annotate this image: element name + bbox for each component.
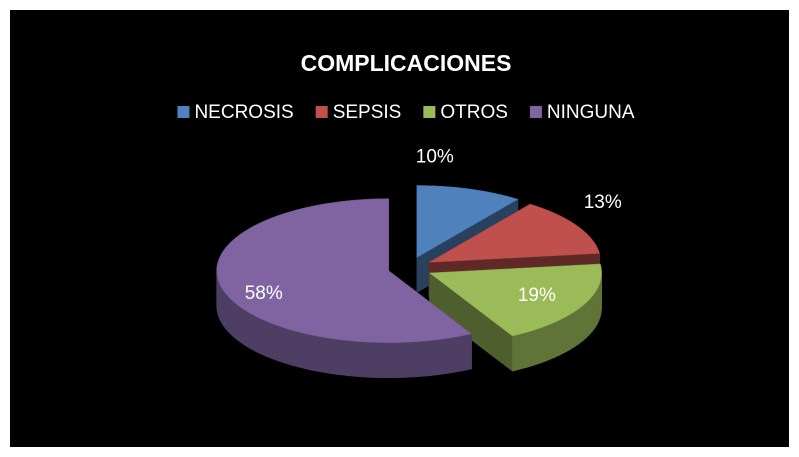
slice-side (330, 338, 339, 375)
slice-side (363, 341, 373, 378)
slice-side (397, 342, 407, 378)
slice-side (235, 303, 241, 343)
slice-side (594, 287, 598, 329)
slice-side (586, 298, 591, 339)
slice-side (239, 306, 245, 346)
slice-side (414, 340, 424, 378)
legend-label: SEPSIS (333, 102, 402, 123)
slice-side (447, 336, 457, 374)
legend-label: NECROSIS (194, 102, 293, 123)
slice-side (546, 322, 554, 362)
slice-side (284, 327, 293, 366)
pie-slice (216, 198, 473, 343)
slice-side (222, 289, 227, 330)
data-label: 10% (416, 147, 454, 168)
slice-side (582, 301, 587, 342)
slice-side (526, 329, 535, 368)
slice-side (278, 325, 286, 364)
slice-side (314, 335, 323, 373)
slice-side (533, 327, 541, 366)
legend-swatch (177, 106, 190, 118)
slice-side (431, 339, 441, 376)
slice-side (519, 331, 528, 370)
chart-title: COMPLICACIONES (301, 50, 512, 76)
slice-side (371, 342, 381, 378)
slice-side (439, 337, 449, 375)
slice-side (254, 315, 261, 354)
legend-swatch (315, 106, 328, 118)
slice-side (388, 342, 399, 379)
slice-side (558, 317, 565, 356)
slice-side (244, 309, 250, 349)
slice-side (569, 311, 575, 351)
pie-slice (428, 203, 600, 263)
slice-side (299, 331, 308, 370)
slice-side (259, 318, 267, 357)
slice-side (552, 320, 560, 359)
slice-side (423, 340, 433, 377)
slice-side (306, 333, 315, 372)
pie-slice (416, 185, 519, 258)
pie-slice (428, 263, 602, 337)
slice-side (265, 320, 273, 360)
slice-side (406, 341, 416, 378)
slice-side (589, 294, 594, 335)
legend-swatch (529, 106, 542, 118)
slice-side (354, 341, 364, 378)
slice-side (291, 329, 300, 368)
slice-side (346, 340, 356, 377)
legend-swatch (423, 106, 436, 118)
slice-side (228, 296, 233, 337)
slice-side (463, 333, 472, 371)
slice-side (322, 336, 331, 374)
slice-side (512, 333, 521, 372)
data-label: 13% (584, 192, 622, 213)
slice-side (231, 299, 237, 340)
slice-side (455, 335, 465, 373)
legend-label: NINGUNA (547, 102, 635, 123)
data-label: 19% (518, 285, 556, 306)
data-label: 58% (245, 283, 283, 304)
slice-side (338, 339, 348, 376)
slice-side (271, 323, 279, 362)
slice-side (540, 325, 548, 364)
slice-side (380, 342, 390, 379)
legend-label: OTROS (440, 102, 508, 123)
slice-side (225, 293, 230, 333)
slice-side (592, 291, 596, 332)
slice-side (578, 305, 584, 345)
slice-side (564, 314, 570, 354)
slice-side (220, 285, 224, 327)
slice-side (248, 312, 255, 352)
slice-side (574, 308, 580, 348)
